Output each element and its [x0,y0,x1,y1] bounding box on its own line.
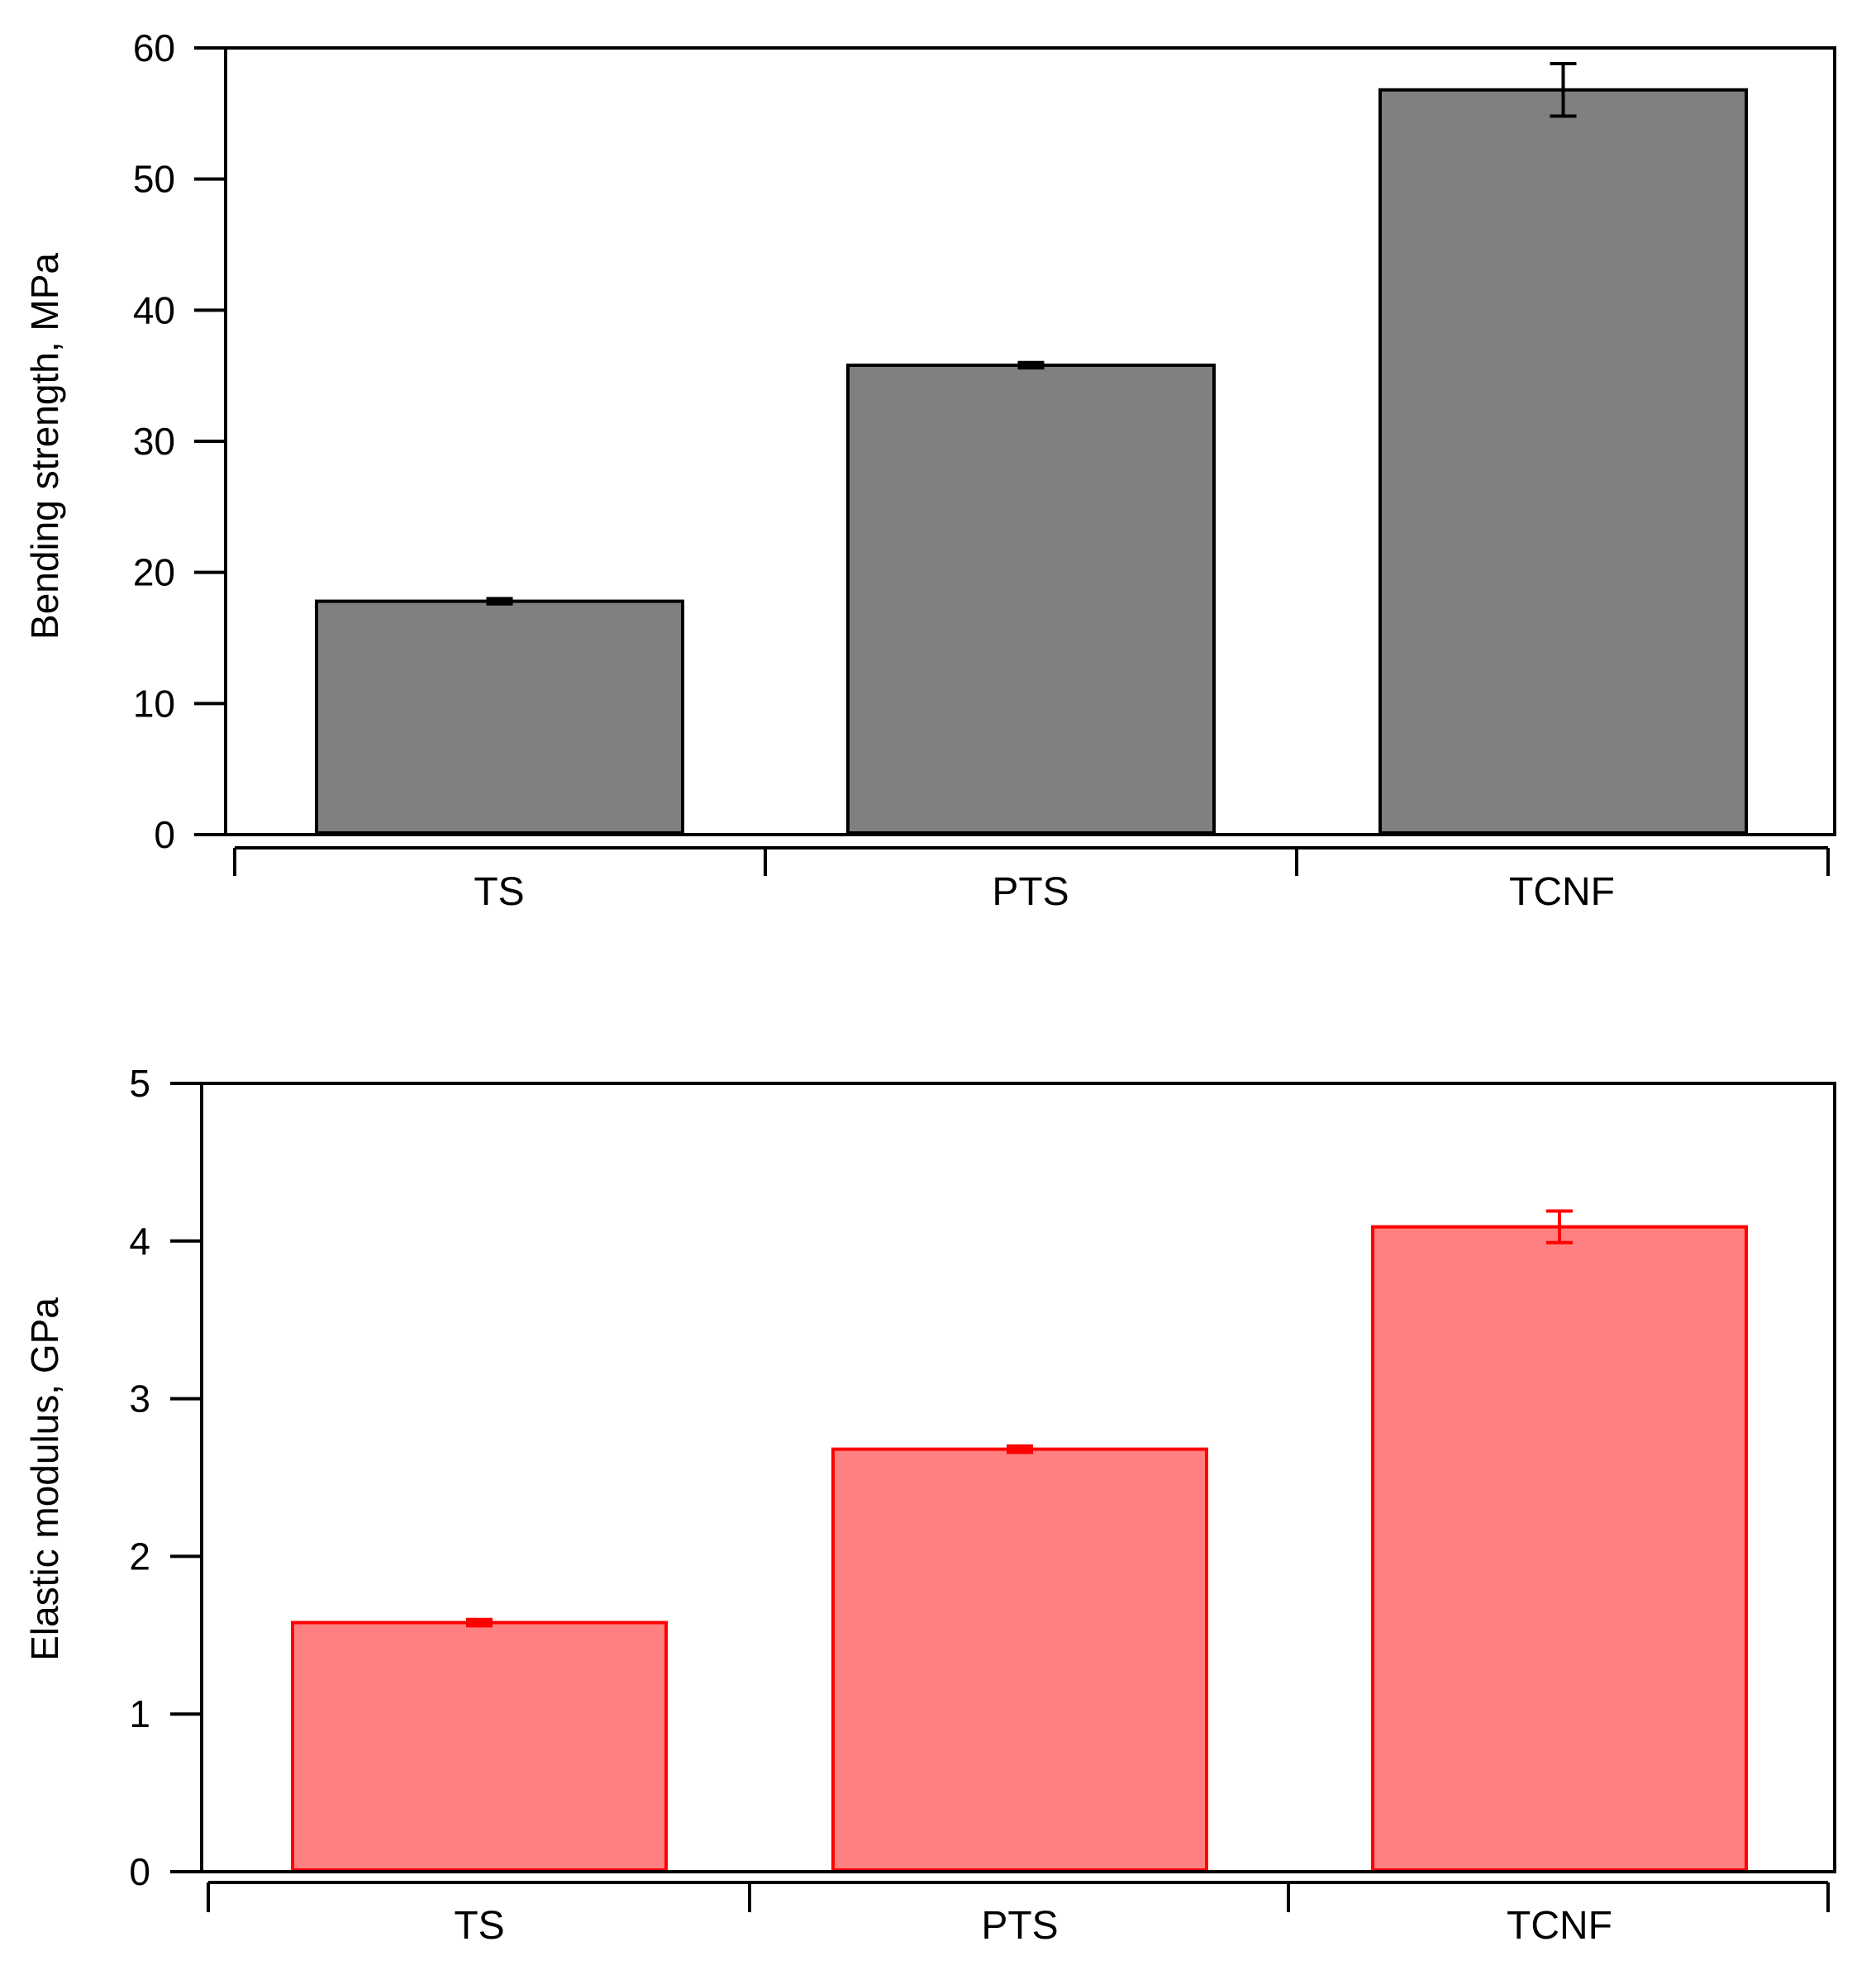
y-tick-label: 60 [133,26,175,69]
y-tick-label: 40 [133,288,175,331]
bar-tcnf [1378,88,1748,835]
x-tick-label-pts: PTS [992,870,1069,914]
bar-ts [315,599,684,835]
y-tick-label: 4 [129,1220,150,1263]
y-tick-label: 5 [129,1062,150,1105]
x-tick-label-tcnf: TCNF [1509,870,1615,914]
bar-ts [291,1620,668,1872]
error-bar-pts [1007,1444,1033,1454]
y-tick-label: 10 [133,682,175,725]
x-tick-label-ts: TS [454,1904,504,1948]
x-tick-label-pts: PTS [981,1904,1058,1948]
y-tick-label: 3 [129,1378,150,1421]
y-tick-label: 2 [129,1535,150,1578]
y-tick-label: 1 [129,1692,150,1735]
error-bar-pts [1017,360,1045,370]
error-bar-ts [466,1617,493,1628]
bar-pts [846,363,1216,835]
y-tick-label: 50 [133,158,175,201]
y-axis-label: Bending strength, MPa [23,253,66,640]
x-tick-label-tcnf: TCNF [1507,1904,1612,1948]
bar-pts [831,1447,1208,1872]
x-tick-label-ts: TS [474,870,524,914]
error-bar-ts [486,597,513,606]
bar-tcnf [1371,1225,1748,1873]
y-tick-label: 0 [154,813,175,856]
elastic-modulus-chart: 0 1 2 3 4 5 TS PTS TCNF Elastic modulus, GPa [23,1062,1836,1948]
y-tick-label: 30 [133,420,175,463]
error-bar-tcnf [1550,62,1577,118]
y-axis-label: Elastic modulus, GPa [23,1297,66,1661]
y-tick-label: 0 [129,1850,150,1893]
plot-frame [200,1082,1836,1873]
error-bar-tcnf [1546,1209,1573,1244]
bending-strength-chart: 0 10 20 30 40 50 60 TS PTS TCNF Bending strength, … [23,26,1836,914]
y-tick-label: 20 [133,551,175,594]
